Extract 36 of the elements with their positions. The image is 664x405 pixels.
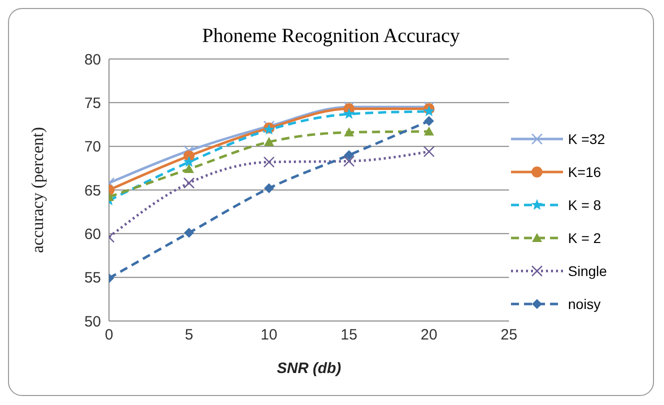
y-tick-label: 60 <box>84 226 101 243</box>
chart-title: Phoneme Recognition Accuracy <box>201 25 461 49</box>
legend-label: noisy <box>568 296 601 312</box>
y-tick-label: 65 <box>84 182 101 200</box>
legend-label: K = 8 <box>568 196 602 212</box>
x-tick-label: 25 <box>500 326 518 344</box>
x-axis-title: SNR (db) <box>276 360 342 377</box>
point <box>344 150 354 160</box>
point <box>183 177 195 189</box>
legend-label: K=16 <box>568 164 602 180</box>
point <box>344 127 354 136</box>
legend-label: Single <box>568 262 607 278</box>
x-tick-label: 5 <box>184 326 194 344</box>
legend-label: K = 2 <box>568 230 602 246</box>
point <box>343 108 355 119</box>
point <box>184 228 194 238</box>
point <box>424 126 434 136</box>
y-tick-label: 70 <box>84 138 101 156</box>
point <box>424 116 434 126</box>
point <box>184 164 194 174</box>
point <box>264 183 274 194</box>
x-tick-label: 0 <box>104 326 114 344</box>
y-tick-label: 75 <box>84 94 101 112</box>
point <box>264 136 274 146</box>
y-axis-title: accuracy (percent) <box>28 127 48 253</box>
y-tick-label: 50 <box>84 313 101 330</box>
point <box>263 156 275 168</box>
x-tick-label: 10 <box>260 326 278 344</box>
point <box>183 156 195 167</box>
x-tick-label: 20 <box>420 326 438 344</box>
y-tick-label: 55 <box>84 270 101 287</box>
point <box>343 156 355 167</box>
x-tick-label: 15 <box>340 326 358 344</box>
y-tick-label: 80 <box>84 51 101 68</box>
legend-label: K =32 <box>568 130 605 146</box>
point <box>423 146 435 158</box>
